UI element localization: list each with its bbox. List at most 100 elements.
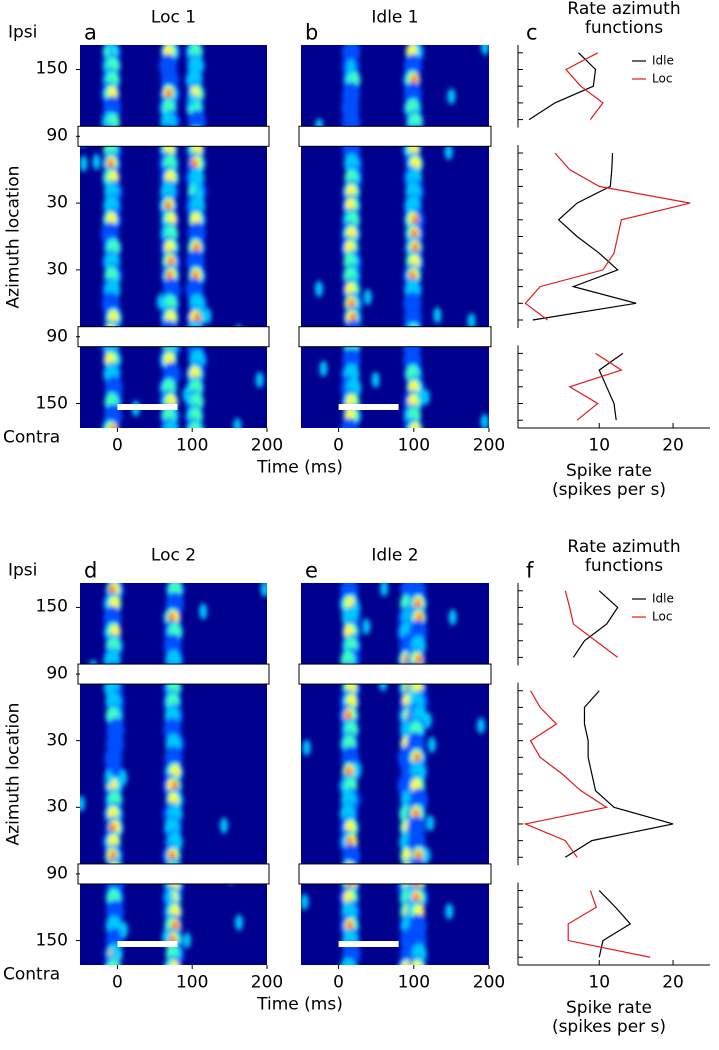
section-separator (77, 326, 270, 348)
contra-label: Contra (3, 964, 61, 985)
panel-letter: b (305, 20, 319, 45)
heatmap-blob (260, 583, 267, 597)
heatmap-blob (380, 583, 389, 597)
y-tick-label: 150 (35, 930, 68, 951)
heatmap-blob (426, 815, 435, 832)
stimulus-bar (117, 404, 178, 410)
x-axis-label: Spike rate (spikes per s) (551, 998, 667, 1037)
y-axis-label: Azimuth location (3, 165, 24, 308)
heatmap-blob (220, 817, 229, 834)
legend-label: Loc (652, 71, 673, 86)
y-tick-label: 30 (46, 259, 68, 280)
heatmap-blob (371, 371, 380, 388)
heatmap-blob (107, 45, 116, 55)
y-tick-label: 90 (46, 326, 68, 347)
y-axis-label: Azimuth location (3, 702, 24, 846)
heatmap-blob (170, 960, 180, 965)
panel-letter: c (526, 20, 538, 45)
heatmap-texture (80, 45, 264, 428)
heatmap-blob (353, 761, 362, 778)
y-tick-label: 150 (35, 393, 68, 413)
heatmap-blob (467, 313, 476, 330)
x-tick-label: 100 (175, 972, 209, 993)
panel-letter: f (526, 558, 534, 583)
heatmap-blob (422, 847, 431, 864)
x-tick-label: 200 (472, 435, 506, 456)
panel-title: Idle 1 (371, 7, 419, 28)
panel-title: Loc 1 (150, 7, 197, 28)
y-tick-label: 90 (46, 663, 68, 684)
section-separator (298, 663, 492, 685)
legend-label: Idle (652, 591, 674, 606)
y-tick-label: 90 (46, 125, 68, 146)
rate-line (528, 52, 637, 421)
heatmap-blob (109, 424, 116, 428)
x-tick-label: 200 (472, 972, 506, 993)
ipsi-label: Ipsi (8, 560, 38, 581)
x-axis-label: Time (ms) (257, 994, 343, 1015)
x-tick-label: 100 (397, 435, 431, 456)
heatmap-blob (319, 360, 328, 377)
legend-label: Loc (652, 609, 673, 624)
panel-title: Rate azimuth functions (567, 537, 681, 576)
x-tick-label: 0 (111, 435, 123, 456)
heatmap-blob (346, 59, 355, 76)
stimulus-bar (338, 404, 399, 410)
heatmap-blob (163, 419, 179, 428)
heatmap-blob (480, 413, 489, 428)
contra-label: Contra (3, 427, 61, 448)
heatmap-background (301, 583, 489, 965)
rate-line (564, 590, 674, 958)
heatmap-blob (444, 143, 453, 160)
y-tick-label: 30 (46, 192, 68, 213)
heatmap-blob (182, 386, 191, 403)
heatmap-background (301, 45, 489, 428)
heatmap-blob (104, 769, 113, 786)
panel-letter: a (84, 20, 97, 45)
heatmap-texture (315, 45, 489, 428)
x-tick-label: 100 (175, 435, 209, 456)
section-separator (298, 326, 492, 348)
y-tick-label: 90 (46, 863, 68, 884)
stimulus-bar (338, 941, 399, 947)
y-tick-label: 150 (35, 596, 68, 617)
heatmap-blob (92, 153, 101, 170)
legend-label: Idle (652, 53, 674, 68)
heatmap-blob (448, 609, 457, 626)
y-tick-label: 150 (35, 58, 68, 79)
x-tick-label: 200 (250, 435, 284, 456)
heatmap-blob (203, 307, 212, 324)
section-separator (77, 663, 270, 685)
x-tick-label: 200 (250, 972, 284, 993)
heatmap-blob (427, 736, 436, 753)
heatmap-blob (233, 418, 242, 428)
rate-line (523, 590, 651, 958)
heatmap-blob (156, 293, 165, 310)
heatmap-blob (362, 618, 371, 635)
stimulus-bar (117, 941, 178, 947)
heatmap-blob (80, 795, 85, 812)
heatmap-blob (340, 418, 359, 428)
x-tick-label: 10 (588, 435, 611, 456)
heatmap-blob (188, 421, 201, 428)
heatmap-blob (80, 155, 88, 172)
x-tick-label: 20 (662, 435, 684, 456)
heatmap-blob (421, 388, 430, 405)
heatmap-blob (193, 178, 202, 195)
heatmap-blob (481, 45, 489, 55)
heatmap-blob (111, 943, 120, 960)
x-tick-label: 100 (397, 972, 431, 993)
x-tick-label: 10 (588, 972, 611, 993)
x-tick-label: 20 (662, 972, 684, 993)
x-tick-label: 0 (333, 435, 345, 456)
section-separator (77, 863, 270, 885)
heatmap-blob (340, 957, 356, 965)
panel-title: Idle 2 (371, 545, 419, 566)
section-separator (298, 125, 492, 147)
x-axis-label: Time (ms) (257, 457, 343, 478)
x-axis-label: Spike rate (spikes per s) (551, 461, 667, 500)
panel-title: Rate azimuth functions (567, 0, 681, 38)
x-tick-label: 0 (111, 972, 123, 993)
heatmap-blob (477, 717, 486, 734)
